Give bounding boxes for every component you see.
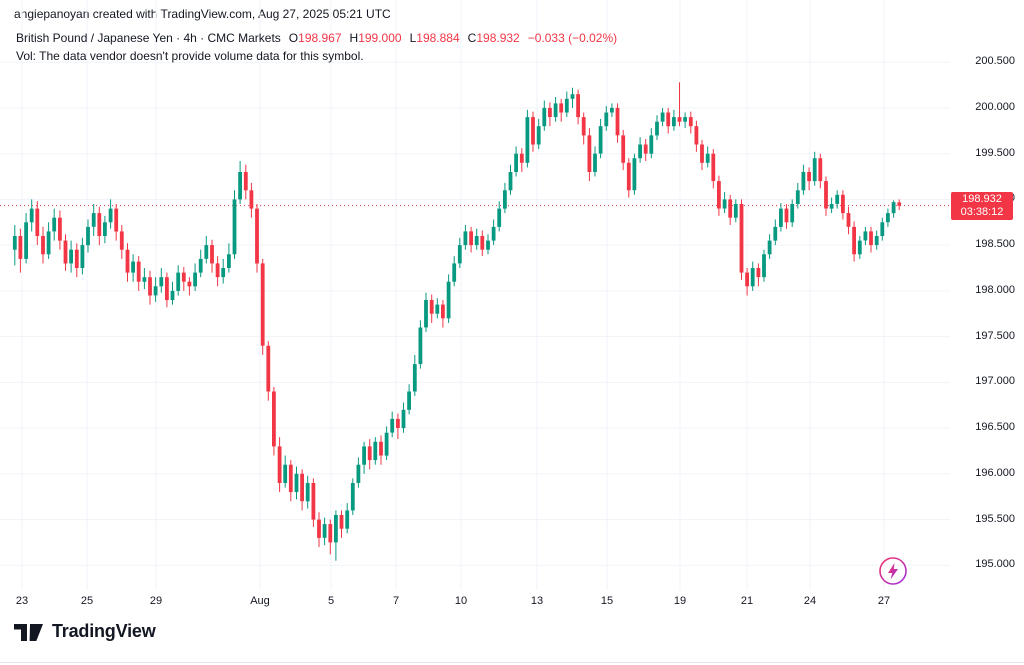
- time-axis-label: 15: [600, 595, 614, 607]
- time-axis-label: 21: [740, 595, 754, 607]
- bottom-divider: [0, 662, 1024, 663]
- price-axis-label: 197.000: [975, 375, 1015, 387]
- price-axis-label: 197.500: [975, 330, 1015, 342]
- time-axis-label: 19: [673, 595, 687, 607]
- high-label: H: [349, 31, 359, 45]
- open-value: 198.967: [298, 31, 342, 45]
- volume-note: Vol: The data vendor doesn't provide vol…: [16, 49, 364, 63]
- close-value: 198.932: [476, 31, 520, 45]
- change-value: −0.033 (−0.02%): [527, 31, 618, 45]
- attribution-text: angiepanoyan created with TradingView.co…: [14, 7, 391, 21]
- time-axis-label: 10: [454, 595, 468, 607]
- current-price-label: 198.932 03:38:12: [951, 192, 1013, 220]
- open-label: O: [288, 31, 299, 45]
- price-axis-label: 199.500: [975, 147, 1015, 159]
- price-axis-label: 200.000: [975, 101, 1015, 113]
- price-axis[interactable]: 200.500200.000199.500199.000198.500198.0…: [950, 0, 1024, 612]
- current-price-value: 198.932: [962, 193, 1002, 205]
- price-axis-label: 196.000: [975, 467, 1015, 479]
- price-axis-label: 198.500: [975, 238, 1015, 250]
- countdown-timer: 03:38:12: [960, 206, 1004, 218]
- footer: TradingView: [14, 621, 156, 642]
- time-axis[interactable]: 23 25 29 Aug 5 7 10 13 15 19 21 24 27: [0, 588, 950, 614]
- chart-legend: British Pound / Japanese Yen · 4h · CMC …: [16, 30, 617, 64]
- candlestick-chart[interactable]: [0, 0, 950, 590]
- symbol-title[interactable]: British Pound / Japanese Yen · 4h · CMC …: [16, 31, 281, 45]
- price-axis-label: 198.000: [975, 284, 1015, 296]
- time-axis-label: 23: [15, 595, 29, 607]
- tradingview-logo-icon: [14, 624, 43, 641]
- low-label: L: [409, 31, 417, 45]
- time-axis-label: 5: [327, 595, 335, 607]
- price-axis-label: 196.500: [975, 421, 1015, 433]
- time-axis-label: 24: [803, 595, 817, 607]
- price-axis-label: 195.000: [975, 558, 1015, 570]
- time-axis-label: 13: [530, 595, 544, 607]
- lightning-bolt-icon: [879, 557, 907, 585]
- time-axis-label: 29: [149, 595, 163, 607]
- time-axis-label: Aug: [250, 595, 270, 607]
- high-value: 199.000: [358, 31, 402, 45]
- price-axis-label: 195.500: [975, 513, 1015, 525]
- close-label: C: [467, 31, 477, 45]
- flash-boost-button[interactable]: [877, 555, 909, 587]
- time-axis-label: 25: [80, 595, 94, 607]
- price-axis-label: 200.500: [975, 55, 1015, 67]
- time-axis-label: 27: [877, 595, 891, 607]
- tradingview-logo[interactable]: TradingView: [14, 621, 156, 642]
- tradingview-logo-text: TradingView: [52, 621, 156, 641]
- time-axis-label: 7: [392, 595, 400, 607]
- low-value: 198.884: [416, 31, 460, 45]
